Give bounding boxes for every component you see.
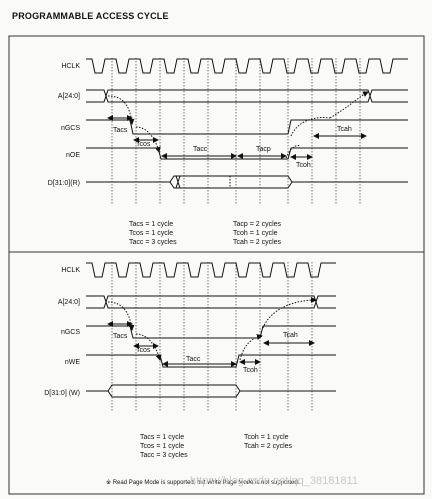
read-label-tcah: Tcah: [337, 126, 352, 133]
read-signal-ngcs: nGCS: [61, 125, 80, 132]
write-param-tcoh: Tcoh = 1 cycle: [244, 434, 289, 441]
address-bus-waveform: [86, 89, 408, 103]
read-param-tacp: Tacp = 2 cycles: [233, 221, 282, 228]
read-label-tacc: Tacc: [193, 146, 208, 153]
read-signal-noe: nOE: [66, 152, 80, 159]
read-label-tacs: Tacs: [113, 127, 128, 134]
nwe-waveform-write: [86, 354, 336, 368]
data-bus-write-waveform: [86, 384, 336, 398]
page-title: PROGRAMMABLE ACCESS CYCLE: [12, 11, 169, 21]
read-signal-data: D[31:0](R): [48, 180, 80, 187]
write-param-tacc: Tacc = 3 cycles: [140, 452, 188, 459]
read-label-tcoh: Tcoh: [296, 162, 311, 169]
noe-waveform: [86, 147, 408, 160]
read-param-tacs: Tacs = 1 cycle: [129, 221, 173, 228]
read-signal-address: A[24:0]: [58, 93, 80, 100]
hclk-waveform: [86, 58, 408, 74]
read-param-tcah: Tcah = 2 cycles: [233, 239, 282, 246]
read-signal-hclk: HCLK: [61, 63, 80, 70]
read-param-tacc: Tacc = 3 cycles: [129, 239, 177, 246]
address-bus-waveform-write: [86, 295, 336, 309]
write-label-tcoh: Tcoh: [243, 367, 258, 374]
write-param-tacs: Tacs = 1 cycle: [140, 434, 184, 441]
read-param-tcoh: Tcoh = 1 cycle: [233, 230, 278, 237]
read-label-tcos: Tcos: [136, 141, 151, 148]
write-signal-hclk: HCLK: [61, 267, 80, 274]
watermark: https://blog.csdn.net/qq_38181811: [190, 475, 358, 487]
write-signal-ngcs: nGCS: [61, 329, 80, 336]
read-cycle-panel: [86, 58, 408, 205]
hclk-waveform-write: [86, 262, 336, 278]
page-mode-note: ※ Read Page Mode is supported, but Write…: [106, 479, 300, 486]
read-label-tacp: Tacp: [256, 146, 271, 153]
write-signal-data: D[31:0] (W): [44, 390, 80, 397]
diagram-frame: [8, 35, 425, 495]
write-param-tcah: Tcah = 2 cycles: [244, 443, 293, 450]
write-label-tcos: Tcos: [136, 347, 151, 354]
write-signal-address: A[24:0]: [58, 299, 80, 306]
write-label-tcah: Tcah: [283, 332, 298, 339]
write-label-tacs: Tacs: [113, 333, 128, 340]
write-signal-nwe: nWE: [65, 359, 81, 366]
read-param-tcos: Tcos = 1 cycle: [129, 230, 173, 237]
write-cycle-panel: [86, 262, 336, 412]
write-param-tcos: Tcos = 1 cycle: [140, 443, 184, 450]
write-label-tacc: Tacc: [186, 356, 201, 363]
data-bus-read-waveform: [86, 175, 408, 189]
